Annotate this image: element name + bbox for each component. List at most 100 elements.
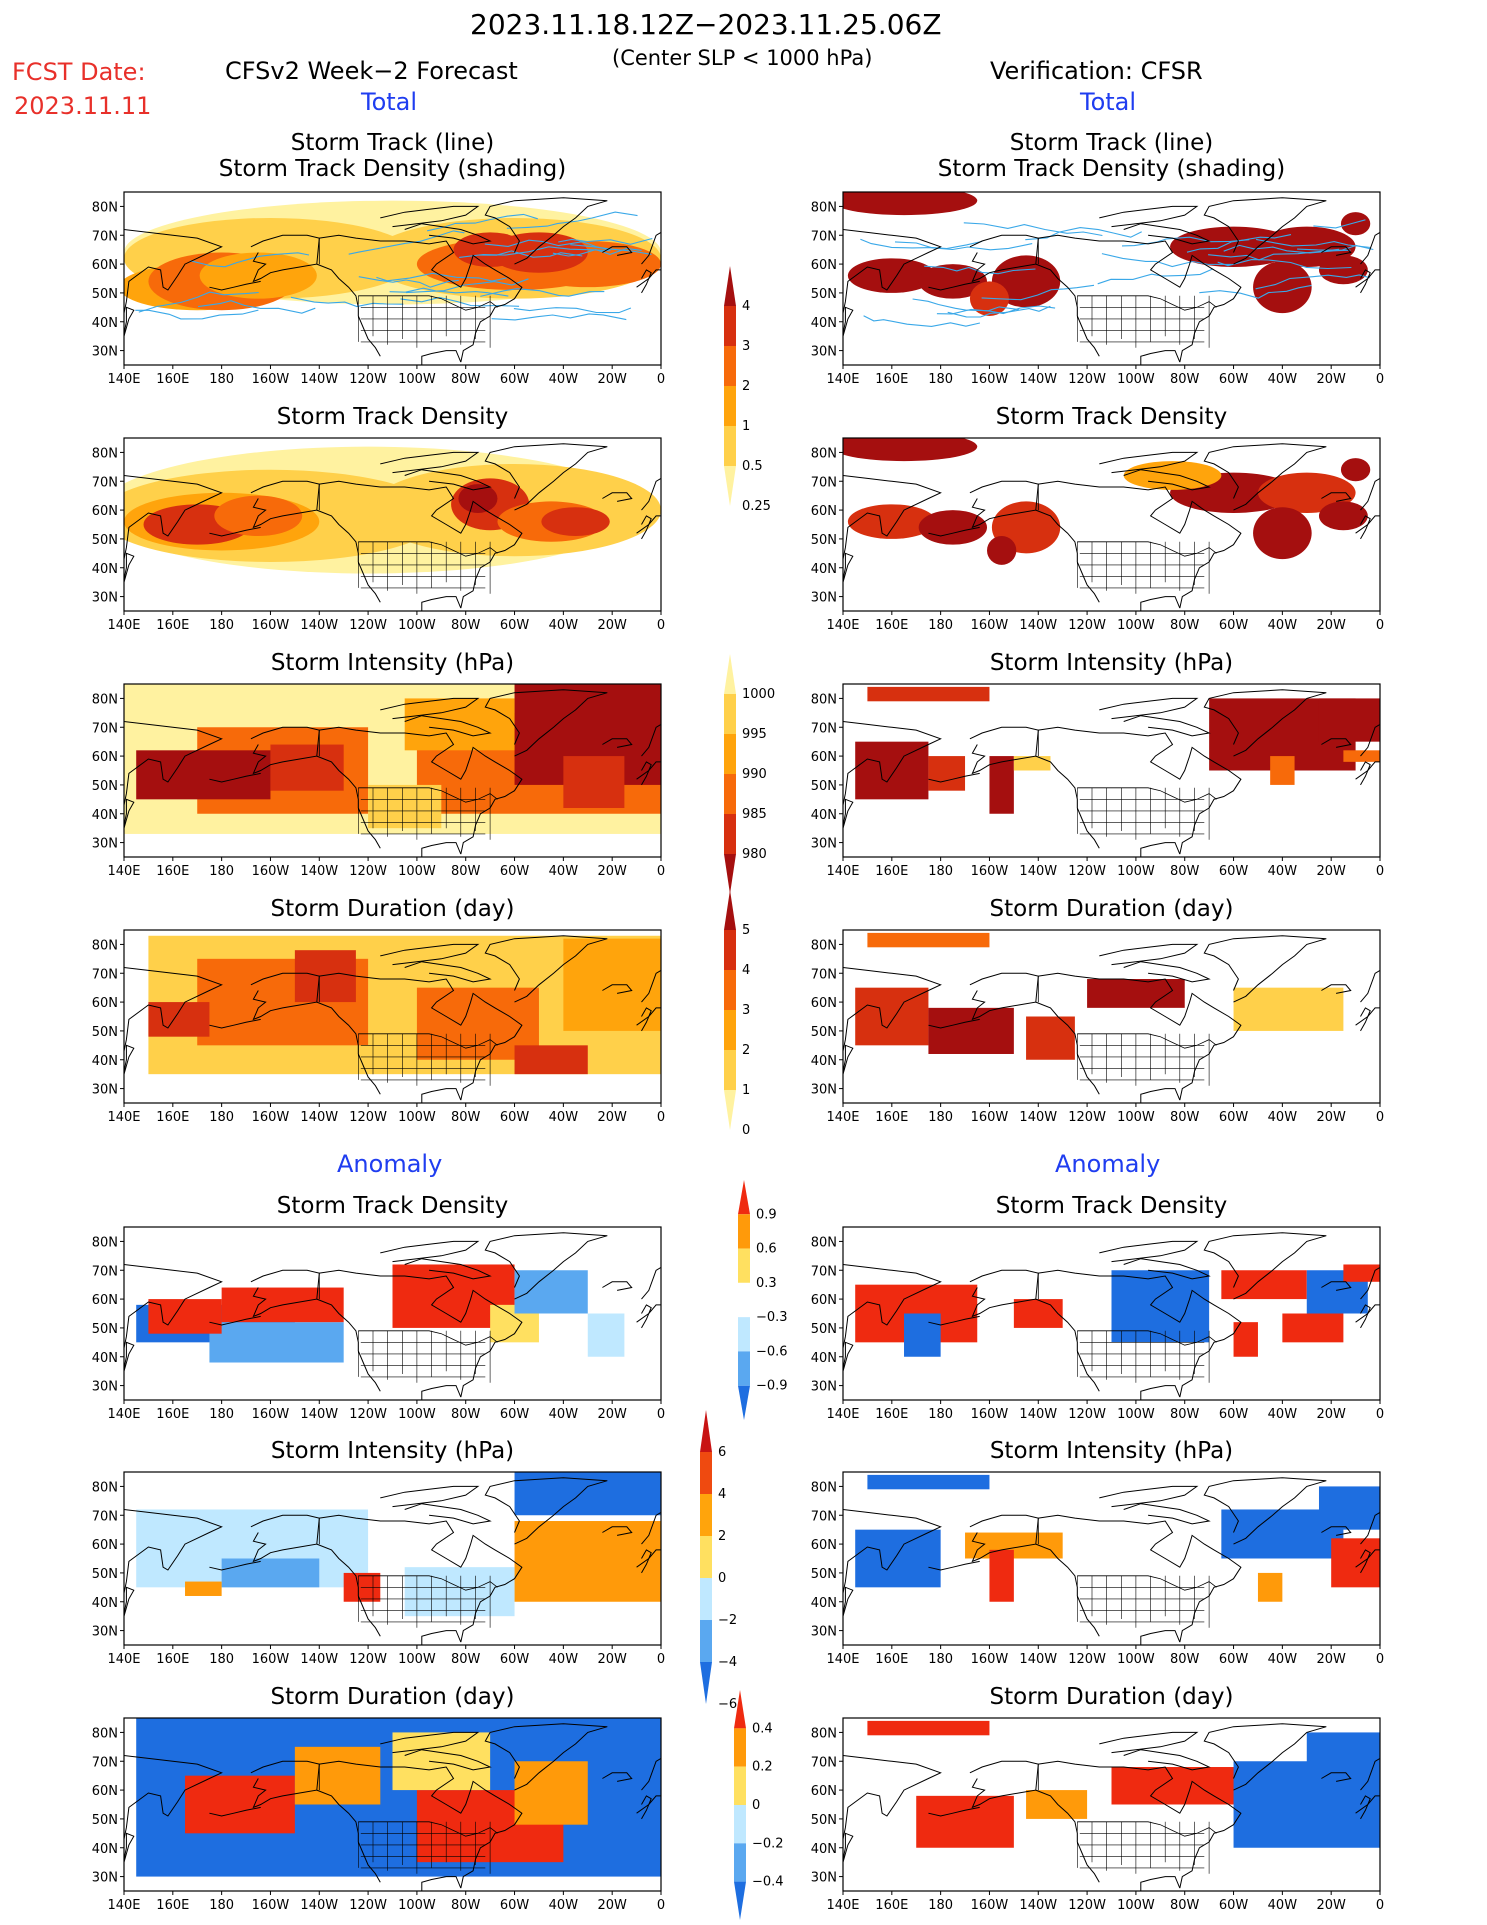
panel-r1-verification-lat-label-5: 30N	[811, 591, 837, 606]
panel-r2-verification-border-1	[1077, 787, 1217, 803]
panel-r0-verification-lat-label-5: 30N	[811, 345, 837, 360]
panel-r0-verification-track-line-19	[1255, 238, 1371, 249]
panel-r0-verification-track-line-11	[860, 238, 983, 250]
panel-r5-verification-cell-2	[965, 1532, 1063, 1559]
panel-r5-verification-lon-label-2: 180	[928, 1652, 953, 1667]
panel-r1-verification-coastline-9	[1123, 469, 1211, 491]
panel-r3-verification-cell-1	[855, 987, 929, 1046]
panel-r4-verification-lon-label-6: 100W	[1117, 1407, 1155, 1422]
panel-r6-forecast-lon-label-10: 20W	[597, 1898, 627, 1913]
panel-r0-forecast-lon-label-0: 140E	[107, 372, 140, 387]
panel-r5-forecast-lon-label-4: 140W	[300, 1652, 338, 1667]
panel-r0-forecast-lat-label-0: 80N	[92, 200, 118, 215]
panel-r1-forecast-lon-label-3: 160W	[252, 618, 290, 633]
panel-r1-verification-shade-8	[1318, 501, 1368, 531]
panel-r2-verification-lon-label-2: 180	[928, 864, 953, 879]
panel-r6-forecast-lon-label-0: 140E	[107, 1898, 140, 1913]
panel-r2-forecast-border-1	[358, 787, 498, 803]
panel-r2-verification-cell-8	[1343, 750, 1380, 762]
panel-r4-verification-lon-label-2: 180	[928, 1407, 953, 1422]
panel-r0-verification-lat-label-1: 70N	[811, 229, 837, 244]
panel-r5-forecast-coastline-1	[124, 1586, 135, 1617]
panel-r6-verification-coastline-2	[969, 1760, 1039, 1809]
panel-r0-forecast-track-line-6	[135, 309, 259, 320]
panel-r2-forecast-plot-area	[124, 684, 661, 857]
panel-r3-forecast-lon-label-4: 140W	[300, 1110, 338, 1125]
panel-r3-verification-cell-5	[1233, 987, 1344, 1031]
colorbar-duration-total-seg-0	[724, 890, 736, 930]
panel-r3-forecast-lon-label-1: 160E	[156, 1110, 189, 1125]
panel-r0-verification-lat-label-0: 80N	[811, 200, 837, 215]
panel-r0-verification-coastline-0	[843, 229, 942, 314]
colorbar-intensity-total-seg-2	[724, 734, 736, 774]
panel-r1-verification-coastline-8	[1099, 451, 1199, 474]
panel-r6-forecast-title-0: Storm Duration (day)	[271, 1684, 515, 1710]
colorbar-duration-total-label-4: 1	[742, 1083, 750, 1098]
panel-r2-forecast-coastline-7	[484, 689, 608, 757]
panel-r2-verification-coastline-2	[969, 726, 1039, 775]
panel-r1-verification-coastline-10	[1321, 492, 1352, 502]
panel-r0-forecast-lon-label-2: 180	[209, 372, 234, 387]
panel-r5-forecast-lon-label-1: 160E	[156, 1652, 189, 1667]
left-total-label: Total	[361, 88, 418, 116]
left-column-title: CFSv2 Week−2 Forecast	[225, 57, 518, 85]
panel-r1-verification-frame	[842, 437, 1381, 612]
colorbar-intensity-total-seg-1	[724, 694, 736, 734]
panel-r4-forecast-lon-label-5: 120W	[349, 1407, 387, 1422]
panel-r5-forecast-plot-area	[124, 1472, 661, 1645]
colorbar-intensity-anomaly: 6 4 2 0 −2 −4 −6	[700, 1410, 737, 1712]
panel-r1-forecast-coastline-0	[124, 475, 223, 560]
panel-r4-verification-lon-label-9: 40W	[1268, 1407, 1298, 1422]
panel-r5-forecast-lat-label-1: 70N	[92, 1509, 118, 1524]
panel-r6-forecast-lat-label-3: 50N	[92, 1813, 118, 1828]
panel-r0-verification-track-line-0	[863, 315, 981, 327]
panel-r0-forecast-track-line-2	[513, 307, 632, 314]
colorbar-intensity-anomaly-seg-2	[700, 1494, 712, 1536]
panel-r0-forecast-lon-label-11: 0	[657, 372, 665, 387]
panel-r0-verification-track-line-20	[1208, 248, 1340, 261]
panel-r1-forecast-coastline-8	[380, 451, 480, 474]
panel-r2-verification-title-0: Storm Intensity (hPa)	[990, 650, 1233, 676]
panel-r2-verification-plot-area	[843, 686, 1380, 857]
panel-r3-forecast-lon-label-0: 140E	[107, 1110, 140, 1125]
panel-r5-forecast-coastline-10	[602, 1526, 633, 1536]
panel-r1-forecast-shade-7	[458, 484, 498, 513]
panel-r1-forecast-lon-label-6: 100W	[398, 618, 436, 633]
panel-r1-forecast-lon-label-9: 40W	[549, 618, 579, 633]
panel-r3-forecast-coastline-9	[404, 961, 492, 983]
panel-r3-forecast-cell-5	[514, 1045, 588, 1075]
panel-r5-forecast-cell-5	[185, 1581, 222, 1596]
panel-r2-forecast-lon-label-11: 0	[657, 864, 665, 879]
colorbar-intensity-total-seg-0	[724, 654, 736, 694]
panel-r0-verification-track-line-10	[1255, 274, 1370, 290]
panel-r1-verification-lon-label-0: 140E	[826, 618, 859, 633]
panel-r5-forecast-cell-1	[221, 1558, 320, 1588]
panel-r3-forecast-lat-label-4: 40N	[92, 1054, 118, 1069]
panel-r0-verification-lon-label-9: 40W	[1268, 372, 1298, 387]
panel-r4-forecast-lon-label-7: 80W	[451, 1407, 481, 1422]
panel-r6-verification-coastline-11	[1360, 1757, 1380, 1791]
subtitle: (Center SLP < 1000 hPa)	[612, 46, 873, 70]
panel-r6-verification-cell-1	[916, 1795, 1014, 1848]
panel-r6-verification-cell-0	[867, 1720, 990, 1736]
panel-r0-verification-track-line-12	[912, 298, 1019, 312]
panel-r0-forecast-coastline-1	[124, 306, 135, 337]
panel-r3-verification-coastline-12	[1355, 1007, 1380, 1026]
panel-r1-verification-shade-4	[987, 536, 1017, 565]
panel-r4-verification-lat-label-4: 40N	[811, 1351, 837, 1366]
panel-r1-forecast-lat-label-0: 80N	[92, 446, 118, 461]
panel-r4-forecast-lon-label-1: 160E	[156, 1407, 189, 1422]
panel-r0-verification-lon-label-6: 100W	[1117, 372, 1155, 387]
panel-r0-verification-shade-0	[843, 192, 978, 216]
colorbar-density-anomaly-seg-0	[738, 1180, 750, 1215]
panel-r3-verification: Storm Duration (day) 80N 70N 60N 50N 40N 30N 14…	[811, 896, 1384, 1125]
panel-r5-forecast-coastline-11	[641, 1511, 661, 1545]
panel-r0-verification-coastline-12	[1355, 269, 1380, 288]
panel-r0-forecast-coastline-12	[636, 269, 661, 288]
panel-r6-verification-cell-5	[1306, 1732, 1380, 1773]
panel-r6-forecast-coastline-0	[124, 1755, 223, 1840]
panel-r6-verification-coastline-7	[1203, 1723, 1327, 1791]
panel-r0-forecast-lat-label-4: 40N	[92, 316, 118, 331]
panel-r1-verification-lat-label-1: 70N	[811, 475, 837, 490]
panel-r1-verification-lat-label-0: 80N	[811, 446, 837, 461]
